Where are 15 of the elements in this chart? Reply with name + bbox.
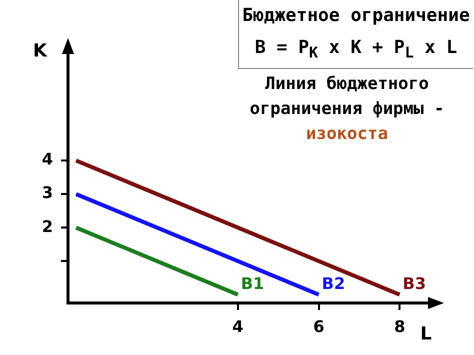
annotation: Линия бюджетного ограничения фирмы - <box>250 74 444 119</box>
x-axis-title: L <box>420 324 432 345</box>
chart-title: Бюджетное ограничение <box>241 4 471 28</box>
chart-subtitle: B = P$_{K}$ x K + P$_{L}$ x L <box>254 36 458 64</box>
y-tick-label: 2 <box>42 216 53 236</box>
y-axis-title: K <box>33 40 48 62</box>
series-label: B1 <box>240 274 264 293</box>
x-tick-label: 6 <box>313 316 324 336</box>
y-tick-label: 4 <box>42 150 53 169</box>
annotation: изокоста <box>306 124 388 144</box>
series-label: B2 <box>322 274 346 293</box>
series-label: B3 <box>402 274 426 293</box>
y-tick-label: 3 <box>42 183 53 202</box>
x-tick-label: 8 <box>394 316 406 336</box>
x-tick-label: 4 <box>232 316 244 336</box>
